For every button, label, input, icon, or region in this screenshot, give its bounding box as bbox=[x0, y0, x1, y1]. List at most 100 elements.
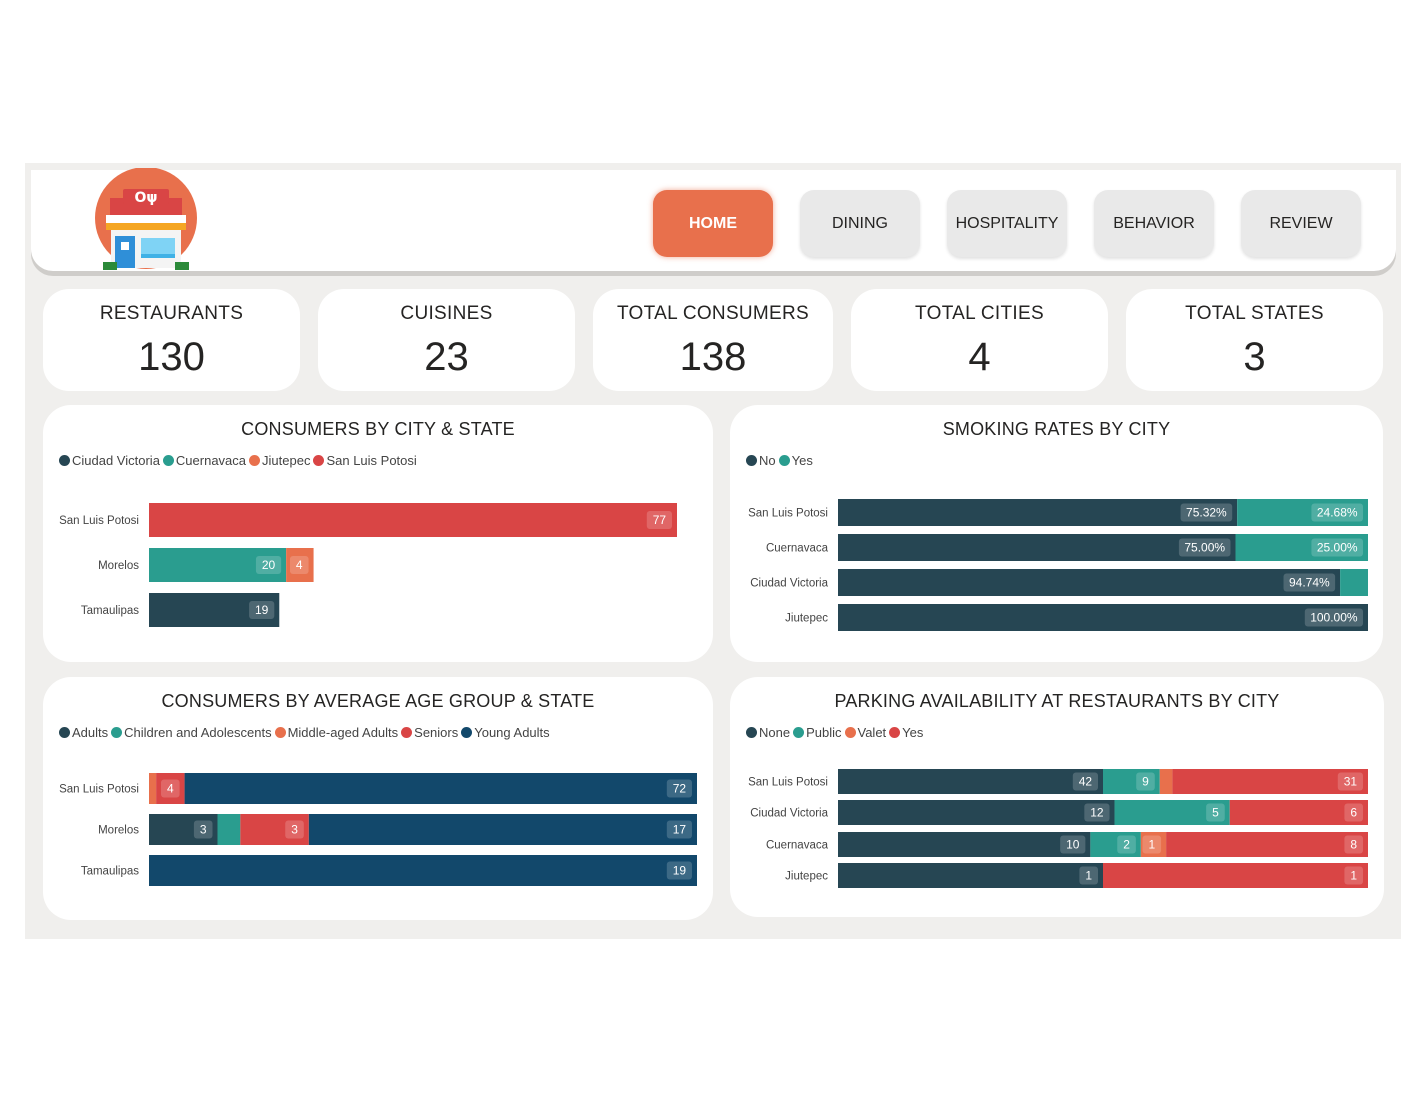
legend-item-children-and-adolescents[interactable]: Children and Adolescents bbox=[111, 725, 272, 740]
category-label: Cuernavaca bbox=[766, 840, 829, 852]
chart-legend: No Yes bbox=[746, 453, 816, 468]
parking-availability-panel: PARKING AVAILABILITY AT RESTAURANTS BY C… bbox=[730, 677, 1384, 917]
data-label: 24.68% bbox=[1317, 506, 1358, 520]
bar-segment-children-and-adolescents[interactable] bbox=[217, 814, 241, 845]
legend-item-seniors[interactable]: Seniors bbox=[401, 725, 458, 740]
nav-review-button[interactable]: REVIEW bbox=[1241, 190, 1361, 257]
legend-item-young-adults[interactable]: Young Adults bbox=[461, 725, 550, 740]
kpi-label: TOTAL STATES bbox=[1185, 303, 1324, 324]
data-label-bg bbox=[646, 511, 672, 529]
bar-segment-no[interactable] bbox=[838, 604, 1368, 631]
legend-item-middle-aged-adults[interactable]: Middle-aged Adults bbox=[274, 725, 399, 740]
bar-segment-yes[interactable] bbox=[1235, 534, 1369, 561]
legend-item-jiutepec[interactable]: Jiutepec bbox=[249, 453, 310, 468]
category-label: Cuernavaca bbox=[766, 543, 829, 555]
kpi-label: TOTAL CONSUMERS bbox=[616, 303, 810, 324]
legend-item-cuernavaca[interactable]: Cuernavaca bbox=[162, 453, 246, 468]
data-label: 4 bbox=[296, 558, 303, 572]
legend-label: San Luis Potosi bbox=[326, 453, 417, 468]
bar-segment-public[interactable] bbox=[1090, 832, 1141, 857]
bar-segment-public[interactable] bbox=[1114, 800, 1230, 825]
data-label: 1 bbox=[1350, 869, 1357, 883]
data-label: 77 bbox=[653, 513, 667, 527]
data-label-bg bbox=[193, 820, 213, 839]
category-label: Ciudad Victoria bbox=[750, 808, 828, 820]
category-label: Jiutepec bbox=[785, 613, 828, 625]
bar-segment-yes[interactable] bbox=[1340, 569, 1368, 596]
bar-segment-none[interactable] bbox=[838, 800, 1115, 825]
kpi-label: CUISINES bbox=[400, 303, 493, 324]
legend-item-ciudad-victoria[interactable]: Ciudad Victoria bbox=[59, 453, 160, 468]
bar-segment-jiutepec[interactable] bbox=[286, 548, 314, 582]
bar-segment-valet[interactable] bbox=[1140, 832, 1167, 857]
category-label: Morelos bbox=[98, 825, 139, 837]
bar-segment-no[interactable] bbox=[838, 569, 1341, 596]
data-label: 1 bbox=[1085, 869, 1092, 883]
chart-title: CONSUMERS BY AVERAGE AGE GROUP & STATE bbox=[161, 691, 595, 711]
bar-segment-young-adults[interactable] bbox=[184, 773, 697, 804]
category-label: Morelos bbox=[98, 560, 139, 572]
bar-segment-none[interactable] bbox=[838, 832, 1091, 857]
bar-segment-yes[interactable] bbox=[1172, 769, 1368, 794]
smoking-rates-panel: SMOKING RATES BY CITY No Yes San Luis Pot… bbox=[730, 405, 1383, 662]
bar-segment-public[interactable] bbox=[1103, 769, 1160, 794]
data-label: 94.74% bbox=[1289, 576, 1330, 590]
legend-item-yes[interactable]: Yes bbox=[889, 725, 923, 740]
bar-segment-no[interactable] bbox=[838, 499, 1238, 526]
data-label-bg bbox=[289, 556, 309, 574]
legend-label: Yes bbox=[791, 453, 813, 468]
legend-item-yes[interactable]: Yes bbox=[778, 453, 813, 468]
chart-legend: Adults Children and Adolescents Middle-age… bbox=[59, 725, 553, 740]
nav-hospitality-button[interactable]: HOSPITALITY bbox=[947, 190, 1067, 257]
bar-segment-young-adults[interactable] bbox=[149, 855, 697, 886]
data-label-bg bbox=[1344, 835, 1363, 854]
bar-segment-middle-aged-adults[interactable] bbox=[149, 773, 157, 804]
nav-dining-button[interactable]: DINING bbox=[800, 190, 920, 257]
bar-segment-seniors[interactable] bbox=[240, 814, 309, 845]
legend-dot bbox=[162, 455, 174, 466]
legend-label: Valet bbox=[857, 725, 887, 740]
data-label-bg bbox=[1283, 573, 1336, 592]
data-label: 10 bbox=[1066, 838, 1080, 852]
bar-segment-san-luis-potosi[interactable] bbox=[149, 503, 677, 537]
legend-item-adults[interactable]: Adults bbox=[59, 725, 108, 740]
legend-label: Ciudad Victoria bbox=[72, 453, 160, 468]
legend-label: Middle-aged Adults bbox=[287, 725, 399, 740]
nav-behavior-button[interactable]: BEHAVIOR bbox=[1094, 190, 1214, 257]
legend-item-public[interactable]: Public bbox=[793, 725, 842, 740]
chart-title: CONSUMERS BY CITY & STATE bbox=[241, 419, 515, 439]
data-label: 9 bbox=[1142, 775, 1149, 789]
data-label-bg bbox=[1337, 772, 1363, 791]
data-label-bg bbox=[1117, 835, 1136, 854]
bar-segment-yes[interactable] bbox=[1103, 863, 1368, 888]
bar-segment-young-adults[interactable] bbox=[308, 814, 697, 845]
data-label-bg bbox=[1344, 803, 1363, 822]
legend-label: Public bbox=[806, 725, 842, 740]
data-label: 100.00% bbox=[1310, 611, 1358, 625]
legend-item-valet[interactable]: Valet bbox=[844, 725, 887, 740]
bar-segment-seniors[interactable] bbox=[156, 773, 185, 804]
bar-segment-yes[interactable] bbox=[1229, 800, 1368, 825]
category-label: Tamaulipas bbox=[81, 866, 139, 878]
bar-segment-valet[interactable] bbox=[1159, 769, 1173, 794]
bar-segment-none[interactable] bbox=[838, 863, 1103, 888]
legend-item-san-luis-potosi[interactable]: San Luis Potosi bbox=[313, 453, 417, 468]
bar-segment-adults[interactable] bbox=[149, 814, 218, 845]
nav-home-button[interactable]: HOME bbox=[653, 190, 773, 257]
data-label-bg bbox=[1060, 835, 1086, 854]
legend-dot bbox=[59, 727, 70, 738]
bar-segment-yes[interactable] bbox=[1237, 499, 1368, 526]
category-label: San Luis Potosi bbox=[59, 515, 139, 527]
data-label-bg bbox=[1178, 538, 1231, 557]
bar-segment-none[interactable] bbox=[838, 769, 1103, 794]
data-label-bg bbox=[255, 556, 282, 574]
legend-item-no[interactable]: No bbox=[746, 453, 776, 468]
bar-segment-ciudad-victoria[interactable] bbox=[149, 593, 280, 627]
kpi-value: 138 bbox=[679, 335, 747, 379]
legend-item-none[interactable]: None bbox=[746, 725, 790, 740]
bar-segment-cuernavaca[interactable] bbox=[149, 548, 287, 582]
bar-segment-yes[interactable] bbox=[1166, 832, 1368, 857]
data-label: 31 bbox=[1344, 775, 1358, 789]
bar-segment-no[interactable] bbox=[838, 534, 1236, 561]
category-label: San Luis Potosi bbox=[748, 508, 828, 520]
